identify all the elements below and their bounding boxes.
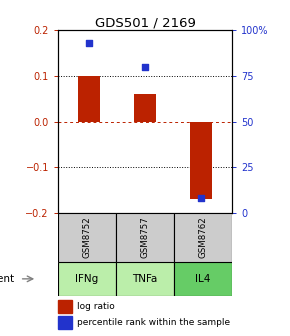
Text: GSM8752: GSM8752	[82, 216, 92, 258]
Bar	[116, 213, 174, 262]
Bar	[58, 262, 116, 296]
Text: GSM8757: GSM8757	[140, 216, 150, 258]
Bar	[116, 262, 174, 296]
Bar	[190, 122, 212, 199]
Text: agent: agent	[0, 274, 14, 284]
Title: GDS501 / 2169: GDS501 / 2169	[95, 16, 195, 29]
Text: IL4: IL4	[195, 274, 211, 284]
Bar	[58, 300, 72, 312]
Bar	[174, 262, 232, 296]
Point	[86, 40, 91, 46]
Text: IFNg: IFNg	[75, 274, 99, 284]
Bar	[134, 94, 156, 122]
Text: log ratio: log ratio	[77, 302, 115, 311]
Text: GSM8762: GSM8762	[198, 216, 208, 258]
Point	[143, 64, 147, 70]
Text: TNFa: TNFa	[132, 274, 158, 284]
Point	[199, 196, 204, 201]
Bar	[58, 213, 116, 262]
Bar	[58, 316, 72, 329]
Bar	[174, 213, 232, 262]
Bar	[78, 76, 100, 122]
Text: percentile rank within the sample: percentile rank within the sample	[77, 318, 230, 327]
